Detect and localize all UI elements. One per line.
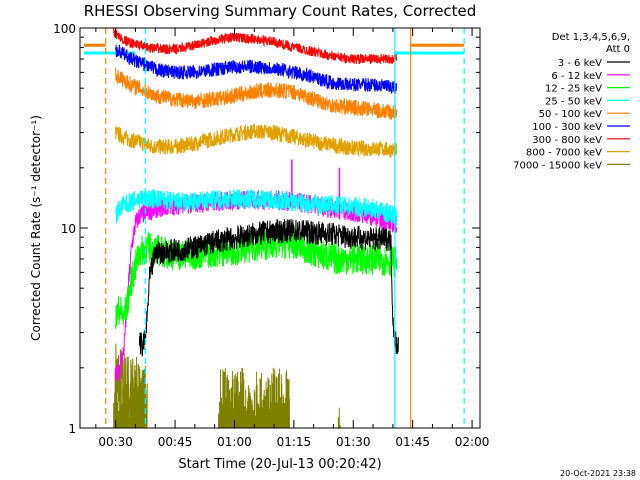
series-line-50-100-kev [115, 67, 398, 120]
x-tick-label: 00:45 [158, 435, 193, 449]
series-line-100-300-kev [115, 44, 398, 95]
vertical-marker-layer [105, 28, 465, 428]
series-12-25-kev [115, 227, 398, 329]
timestamp: 20-Oct-2021 23:38 [560, 469, 636, 478]
series-800-7000-kev [115, 123, 398, 158]
legend: Det 1,3,4,5,6,9,Att 0 3 - 6 keV 6 - 12 keV… [513, 32, 630, 171]
x-tick-label: 02:00 [455, 435, 490, 449]
series-line-300-800-kev [113, 27, 398, 65]
x-tick-label: 00:30 [98, 435, 133, 449]
chart-title: RHESSI Observing Summary Count Rates, Co… [84, 2, 477, 20]
legend-label: 3 - 6 keV [558, 58, 602, 69]
axis-layer: 00:30 00:45 01:00 01:15 01:30 01:45 02:00 1 10 10… [53, 22, 489, 449]
y-tick-label: 100 [53, 22, 76, 36]
series-line-12-25-kev [115, 227, 398, 329]
x-tick-label: 01:00 [217, 435, 252, 449]
x-tick-label: 01:15 [277, 435, 312, 449]
x-tick-label: 01:45 [395, 435, 430, 449]
legend-label: 6 - 12 keV [551, 71, 602, 82]
legend-header-line: Att 0 [606, 44, 630, 55]
series-300-800-kev [113, 27, 398, 65]
legend-label: 7000 - 15000 keV [513, 160, 602, 171]
y-tick-label: 10 [61, 222, 76, 236]
legend-label: 300 - 800 keV [532, 135, 602, 146]
series-50-100-kev [83, 43, 465, 120]
legend-label: 100 - 300 keV [532, 122, 602, 133]
series-7000-15000-kev [113, 343, 341, 429]
series-line-800-7000-kev [115, 123, 398, 158]
series-layer [83, 27, 465, 429]
legend-label: 12 - 25 keV [545, 84, 602, 95]
y-axis-label: Corrected Count Rate (s⁻¹ detector⁻¹) [29, 115, 43, 341]
series-3-6-kev [138, 219, 400, 357]
y-tick-label: 1 [68, 422, 76, 436]
series-line-3-6-kev [138, 219, 400, 357]
burst-7000-15000-kev-2 [337, 407, 341, 428]
series-100-300-kev [115, 44, 398, 95]
burst-7000-15000-kev-1 [218, 367, 290, 428]
legend-header-line: Det 1,3,4,5,6,9, [552, 32, 630, 43]
x-tick-label: 01:30 [336, 435, 371, 449]
legend-label: 25 - 50 keV [545, 96, 602, 107]
series-line-25-50-kev [115, 189, 398, 226]
burst-7000-15000-kev-0 [113, 369, 146, 428]
legend-label: 800 - 7000 keV [526, 148, 602, 159]
x-axis-label: Start Time (20-Jul-13 00:20:42) [178, 457, 381, 472]
legend-label: 50 - 100 keV [539, 109, 603, 120]
series-line-6-12-kev [115, 189, 398, 382]
